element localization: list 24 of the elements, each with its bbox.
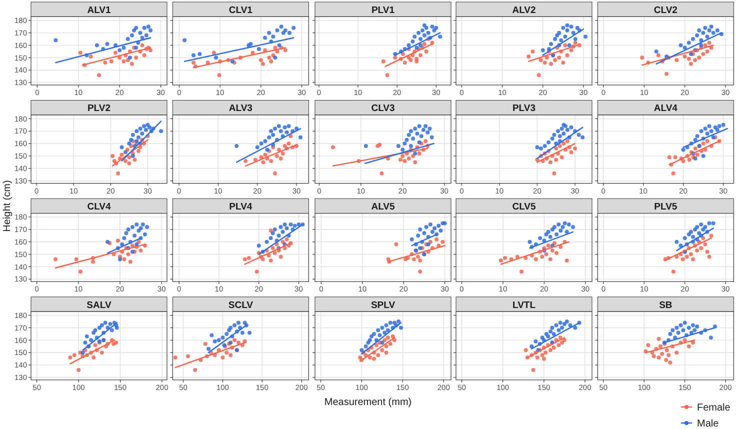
chart-title: PLV4 [229, 201, 253, 212]
chart-title: ALV2 [512, 4, 536, 16]
chart-title: PLV2 [87, 103, 111, 114]
chart-title: ALV1 [87, 4, 112, 16]
legend-label: Male [697, 418, 720, 429]
chart-title: PLV5 [654, 201, 678, 212]
chart-title: PLV3 [512, 103, 536, 114]
chart-title: CLV2 [654, 4, 678, 16]
chart-title: SCLV [228, 300, 254, 311]
chart-title: CLV1 [228, 4, 254, 16]
chart-title: ALV4 [654, 103, 678, 114]
y-axis-title: Height (cm) [2, 180, 13, 232]
x-axis-title: Measurement (mm) [324, 397, 412, 408]
chart-title: SPLV [370, 300, 396, 311]
chart-title: ALV5 [371, 201, 396, 212]
chart-title: CLV4 [87, 201, 112, 212]
chart-title: ALV3 [228, 103, 252, 114]
chart-title: LVTL [512, 300, 536, 311]
chart-title: CLV5 [512, 201, 536, 212]
chart-title: PLV1 [371, 4, 396, 16]
chart-title: SALV [86, 300, 112, 311]
chart-title: CLV3 [371, 103, 395, 114]
legend-label: Female [697, 402, 731, 414]
chart-title: SB [659, 300, 672, 311]
